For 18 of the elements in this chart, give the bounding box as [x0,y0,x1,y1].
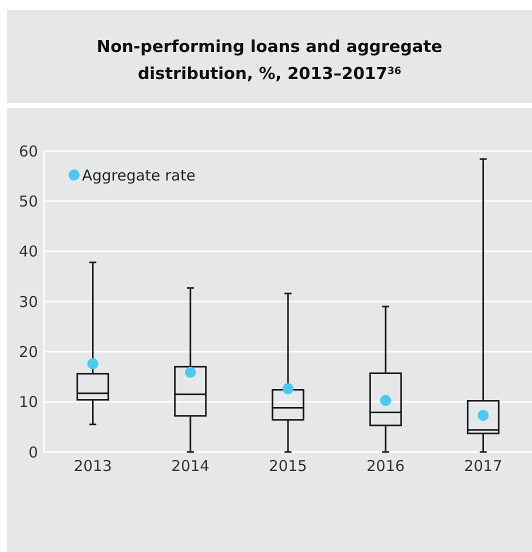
x-tick-label: 2013 [74,457,112,475]
point [87,358,98,370]
y-tick-label: 50 [18,192,38,210]
x-tick-label: 2014 [171,457,210,475]
y-tick-label: 30 [18,292,38,311]
point [380,394,392,406]
x-tick-label: 2015 [268,457,308,475]
legend-label: Aggregate rate [82,166,196,184]
y-tick-label: 0 [28,443,38,462]
chart-title: Non-performing loans and aggregate distribution, %, 2013–2017$^{36}$ [96,37,442,83]
x-tick-label: 2016 [366,457,405,475]
y-tick-label: 10 [18,393,38,412]
y-tick-label: 20 [18,342,38,361]
point [282,383,294,394]
point [184,366,196,378]
y-tick-label: 40 [18,242,38,261]
y-tick-label: 60 [18,142,38,160]
x-tick-label: 2017 [464,457,502,475]
